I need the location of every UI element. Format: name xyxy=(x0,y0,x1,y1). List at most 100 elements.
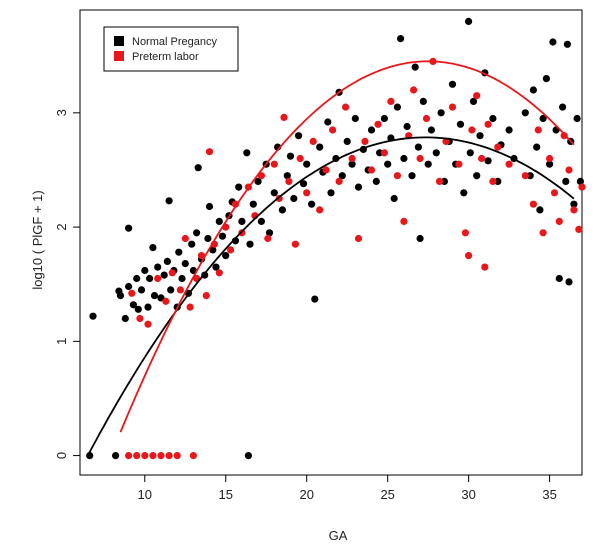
point-series-0-106 xyxy=(466,149,474,157)
point-series-1-35 xyxy=(291,240,299,248)
point-series-1-18 xyxy=(197,252,206,260)
point-series-1-48 xyxy=(374,120,382,128)
point-series-1-31 xyxy=(270,160,278,168)
point-series-0-104 xyxy=(460,189,468,197)
point-series-0-62 xyxy=(299,180,308,188)
point-series-0-122 xyxy=(539,114,547,123)
point-series-1-22 xyxy=(215,269,223,277)
point-series-0-91 xyxy=(411,63,419,71)
point-series-0-38 xyxy=(212,263,220,271)
point-series-1-50 xyxy=(387,97,395,105)
point-series-0-26 xyxy=(178,274,186,283)
x-tick-label-15: 15 xyxy=(219,487,233,502)
point-series-0-58 xyxy=(283,172,291,180)
point-series-0-120 xyxy=(533,143,541,151)
point-series-0-41 xyxy=(222,252,230,260)
point-series-0-86 xyxy=(393,103,401,111)
axes-layer: 10 15 20 25 30 35 0 1 2 3 xyxy=(54,109,557,502)
point-series-0-7 xyxy=(125,224,133,232)
point-series-0-17 xyxy=(154,263,162,271)
point-series-0-101 xyxy=(448,80,457,88)
point-series-0-121 xyxy=(536,206,544,214)
point-series-0-107 xyxy=(469,97,478,105)
x-tick-label-10: 10 xyxy=(138,487,152,502)
point-series-0-68 xyxy=(324,118,332,126)
point-series-1-74 xyxy=(534,126,542,134)
point-series-1-15 xyxy=(186,303,194,311)
point-series-1-30 xyxy=(264,234,272,243)
point-series-0-93 xyxy=(416,234,424,243)
point-series-1-79 xyxy=(560,132,568,140)
point-series-1-72 xyxy=(521,172,529,180)
point-series-1-64 xyxy=(468,126,476,134)
point-series-0-63 xyxy=(303,160,311,168)
legend-box xyxy=(103,26,239,72)
point-series-0-20 xyxy=(163,257,171,265)
point-series-1-38 xyxy=(309,137,317,145)
point-series-1-63 xyxy=(465,252,473,260)
y-axis-label: log10 ( PlGF + 1) xyxy=(30,190,45,289)
point-series-1-42 xyxy=(335,177,343,185)
point-series-0-98 xyxy=(437,109,445,117)
point-series-1-36 xyxy=(296,154,304,163)
point-series-0-40 xyxy=(218,232,227,240)
point-series-0-32 xyxy=(194,164,202,172)
point-series-0-119 xyxy=(529,86,538,94)
point-series-0-55 xyxy=(270,189,278,197)
point-series-0-76 xyxy=(354,183,363,191)
point-series-0-12 xyxy=(141,266,149,275)
point-series-0-69 xyxy=(327,189,335,197)
points-layer xyxy=(86,17,586,460)
point-series-0-35 xyxy=(204,234,212,243)
point-series-0-134 xyxy=(573,114,581,123)
point-series-0-127 xyxy=(555,274,563,283)
point-series-0-52 xyxy=(257,217,265,225)
point-series-0-82 xyxy=(380,114,388,123)
point-series-0-59 xyxy=(286,152,295,160)
point-series-1-8 xyxy=(157,452,165,460)
point-series-0-50 xyxy=(249,200,257,208)
point-series-0-8 xyxy=(129,301,137,309)
point-series-0-72 xyxy=(338,172,346,180)
point-series-0-103 xyxy=(456,120,465,128)
point-series-1-20 xyxy=(205,148,214,156)
plot-frame xyxy=(79,9,583,476)
point-series-1-3 xyxy=(136,314,144,323)
legend: Normal Pregancy Preterm labor xyxy=(103,26,239,72)
point-series-1-45 xyxy=(354,234,363,243)
point-series-0-79 xyxy=(367,126,376,134)
point-series-0-22 xyxy=(167,286,175,294)
y-tick-label-1: 1 xyxy=(54,338,69,345)
point-series-0-19 xyxy=(160,271,168,279)
point-series-1-70 xyxy=(494,143,502,151)
point-series-0-5 xyxy=(121,314,129,323)
point-series-1-55 xyxy=(416,154,424,163)
point-series-0-108 xyxy=(473,172,481,180)
point-series-1-78 xyxy=(555,217,563,225)
legend-label-normal: Normal Pregancy xyxy=(132,36,217,48)
point-series-0-73 xyxy=(343,137,351,145)
point-series-0-1 xyxy=(89,312,97,320)
point-series-1-82 xyxy=(575,225,583,233)
fit-line-1 xyxy=(119,60,575,433)
x-tick-label-35: 35 xyxy=(542,487,556,502)
point-series-0-57 xyxy=(278,206,286,214)
point-series-1-66 xyxy=(478,154,486,163)
point-series-1-49 xyxy=(380,149,388,157)
point-series-0-29 xyxy=(188,240,196,248)
point-series-0-90 xyxy=(408,172,416,180)
point-series-0-45 xyxy=(235,183,243,191)
point-series-1-40 xyxy=(322,166,330,174)
point-series-0-88 xyxy=(400,154,408,163)
point-series-0-11 xyxy=(137,286,146,294)
point-series-0-125 xyxy=(549,38,557,46)
point-series-0-97 xyxy=(432,149,440,157)
point-series-1-80 xyxy=(565,166,573,174)
point-series-1-61 xyxy=(455,160,463,168)
legend-swatch-normal xyxy=(114,36,124,46)
point-series-0-15 xyxy=(149,244,157,252)
point-series-1-77 xyxy=(550,189,559,197)
point-series-0-131 xyxy=(565,278,573,286)
point-series-0-39 xyxy=(215,217,223,225)
